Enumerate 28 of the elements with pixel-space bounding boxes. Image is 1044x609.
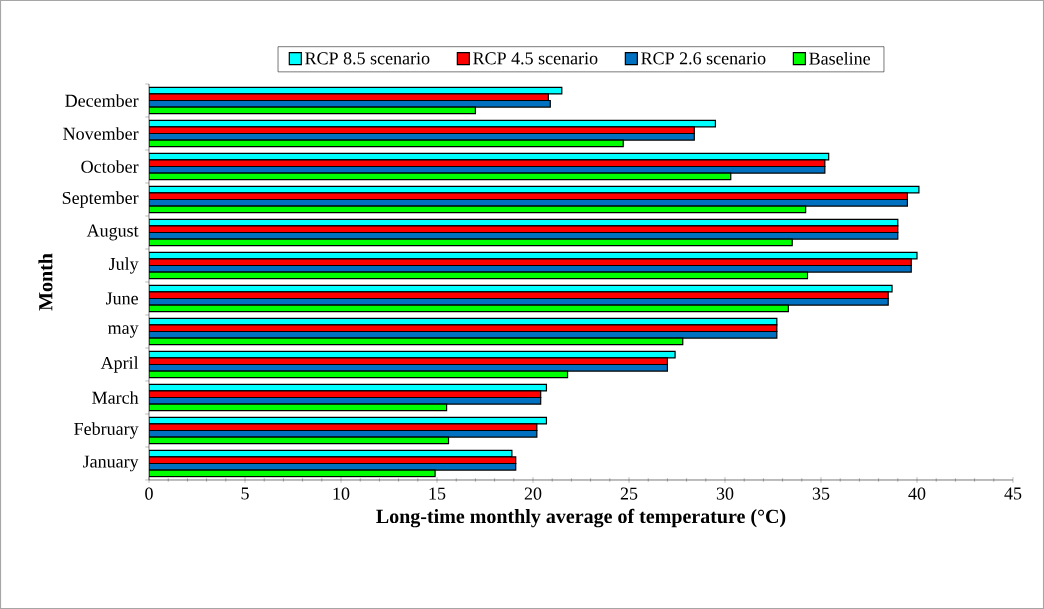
x-tick-label: 40 [908,487,926,500]
x-tick-label: 10 [333,487,350,500]
legend-label: RCP 8.5 scenario [305,52,430,65]
y-tick-label: October [81,160,139,173]
x-tick-label: 0 [145,487,153,500]
legend-label: Baseline [809,52,870,65]
x-tick-label: 25 [620,487,638,500]
x-tick-label: 35 [812,487,830,500]
y-tick-label: April [100,356,139,373]
x-tick-label: 30 [716,487,734,500]
y-tick-label: may [107,325,139,338]
legend-label: RCP 2.6 scenario [641,52,766,65]
x-tick-label: 15 [429,487,446,500]
y-tick-label: July [108,257,139,274]
x-tick-label: 5 [241,487,249,500]
y-tick-label: January [83,455,139,472]
x-tick-label: 45 [1004,487,1022,500]
x-tick-label: 20 [524,487,542,500]
y-tick-label: February [74,422,139,439]
x-axis-title: Long-time monthly average of temperature (°C) [376,508,786,528]
y-tick-label: June [105,292,138,305]
y-axis-title: Month [38,253,53,311]
y-tick-label: December [65,94,139,107]
legend-label: RCP 4.5 scenario [473,52,598,65]
y-tick-label: March [92,391,139,404]
y-tick-label: August [86,224,139,241]
y-tick-label: November [63,127,139,140]
y-tick-label: September [62,191,139,208]
